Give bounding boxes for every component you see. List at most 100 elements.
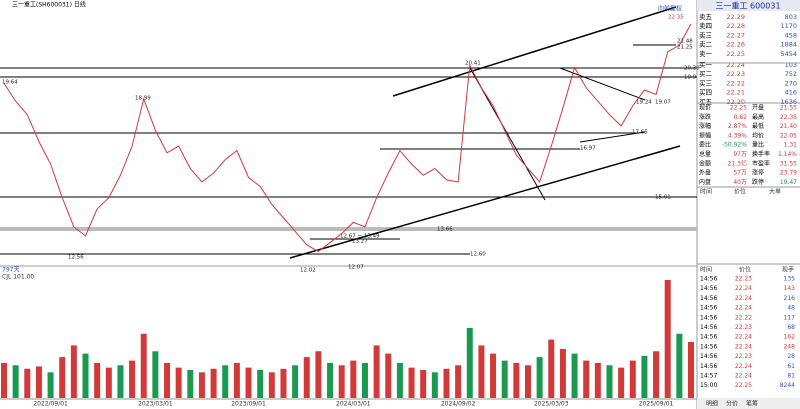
volume-bar: [548, 339, 555, 398]
volume-bar: [618, 367, 625, 398]
trend-line: [289, 145, 681, 259]
stat-value: 1.31: [784, 142, 798, 149]
volume-bar: [94, 362, 101, 398]
volume-bar: [583, 360, 590, 398]
volume-bar: [187, 369, 194, 398]
volume-bar: [222, 365, 229, 398]
stat-value: 22.25: [730, 105, 747, 112]
trade-volume: 248: [784, 343, 796, 350]
volume-bar: [47, 372, 54, 398]
trade-price: 22.24: [735, 373, 752, 380]
trend-line: [559, 67, 646, 101]
order-volume: 458: [785, 31, 797, 39]
trade-price: 22.23: [735, 276, 752, 283]
trade-price: 22.25: [735, 382, 752, 389]
volume-bar: [490, 353, 497, 398]
trade-time: 15:00: [700, 382, 717, 389]
volume-bar: [12, 365, 19, 398]
trade-price: 22.24: [735, 305, 752, 312]
trade-time: 14:56: [700, 334, 717, 341]
trade-volume: 135: [784, 276, 796, 283]
price-annotation: 13.66: [437, 227, 453, 233]
stat-value: 1.14%: [778, 151, 797, 158]
volume-bar: [129, 360, 136, 398]
order-label: 买三: [699, 79, 713, 87]
trade-time: 14:56: [700, 314, 717, 321]
volume-bar: [315, 351, 322, 398]
trade-time: 14:56: [700, 285, 717, 292]
bottom-tab[interactable]: 笔筹: [746, 400, 758, 408]
stat-label: 现价: [699, 105, 711, 112]
bottom-tab[interactable]: 明细: [706, 400, 718, 408]
volume-bar: [24, 368, 31, 398]
stat-label: 外盘: [699, 169, 711, 177]
volume-days: 797天: [2, 267, 19, 274]
volume-label: CJL 101.00: [2, 274, 34, 281]
order-volume: 103: [785, 61, 797, 69]
trend-line: [579, 131, 646, 143]
volume-bar: [408, 367, 415, 398]
volume-bar: [455, 365, 462, 398]
volume-bar: [361, 362, 368, 398]
trade-price: 22.23: [735, 324, 752, 331]
stat-value: 21.40: [780, 123, 797, 130]
volume-bar: [629, 360, 636, 398]
order-label: 卖一: [699, 50, 713, 58]
order-volume: 1636: [780, 98, 797, 106]
volume-bar: [396, 362, 403, 398]
stat-value: 2.87%: [728, 123, 747, 130]
trade-time: 14:57: [700, 373, 717, 380]
volume-bar: [198, 372, 205, 398]
price-annotation: 20.41: [465, 61, 481, 67]
volume-bar: [338, 365, 345, 398]
trade-price: 22.24: [735, 285, 752, 292]
stat-label: 最高: [752, 113, 764, 121]
volume-bar: [524, 365, 531, 398]
volume-bar: [257, 369, 264, 398]
order-price: 22.26: [726, 41, 745, 49]
volume-bar: [152, 351, 159, 398]
order-price: 22.21: [726, 89, 745, 97]
trade-price: 22.22: [735, 314, 752, 321]
volume-bar: [676, 333, 683, 398]
volume-bar: [559, 348, 566, 398]
price-annotation: 21.25: [677, 45, 693, 51]
trade-time: 14:56: [700, 343, 717, 350]
volume-bar: [571, 353, 578, 398]
panel-title-bar: [697, 0, 800, 11]
stat-label: 内盘: [699, 178, 711, 186]
price-annotation: 16.97: [580, 146, 596, 152]
volume-bar: [105, 367, 112, 398]
volume-bar: [280, 368, 287, 398]
stat-label: 市盈率: [752, 159, 770, 167]
order-price: 22.23: [726, 70, 745, 78]
order-label: 买二: [699, 70, 713, 78]
stat-value: 22.05: [780, 132, 797, 139]
price-annotation: 19.9: [684, 75, 697, 81]
stat-value: 97万: [733, 151, 747, 158]
volume-bar: [35, 366, 42, 398]
volume-bar: [443, 368, 450, 398]
volume-bar: [431, 372, 438, 398]
trade-volume: 162: [784, 334, 796, 341]
price-annotation: 19.07: [655, 100, 671, 106]
stat-value: 31.55: [780, 160, 797, 167]
trade-time: 14:56: [700, 353, 717, 360]
price-annotation: 20.39: [684, 66, 700, 72]
trade-volume: 8244: [780, 382, 795, 389]
header-title: 三一重工(SH600031) 日线: [12, 1, 86, 9]
trade-volume: 68: [787, 324, 795, 331]
bottom-tab[interactable]: 分价: [726, 400, 738, 408]
volume-bar: [466, 327, 473, 398]
price-annotation: 12.60: [470, 252, 486, 258]
order-volume: 803: [785, 13, 797, 21]
stat-label: 涨跌: [699, 113, 711, 121]
order-price: 22.24: [726, 61, 745, 69]
order-price: 22.29: [726, 13, 745, 21]
order-label: 卖四: [699, 22, 712, 30]
panel-title: 三一重工 600031: [715, 1, 780, 11]
volume-bar: [641, 355, 648, 398]
volume-bar: [82, 353, 89, 398]
